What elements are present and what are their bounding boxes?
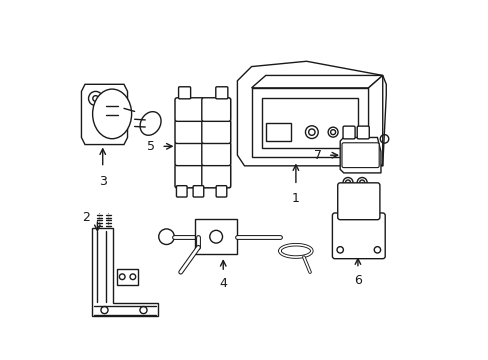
FancyBboxPatch shape xyxy=(176,186,187,197)
Circle shape xyxy=(343,177,352,188)
Circle shape xyxy=(305,126,318,139)
Text: 3: 3 xyxy=(99,175,106,188)
Polygon shape xyxy=(265,123,290,141)
FancyBboxPatch shape xyxy=(202,142,230,166)
FancyBboxPatch shape xyxy=(175,164,203,188)
Text: 4: 4 xyxy=(219,278,227,291)
Polygon shape xyxy=(340,138,380,173)
Polygon shape xyxy=(195,219,237,255)
Polygon shape xyxy=(251,76,382,88)
Polygon shape xyxy=(237,61,386,166)
FancyBboxPatch shape xyxy=(202,98,230,121)
Circle shape xyxy=(356,177,366,188)
Text: 7: 7 xyxy=(314,149,322,162)
Ellipse shape xyxy=(92,89,131,139)
FancyBboxPatch shape xyxy=(337,183,379,220)
FancyBboxPatch shape xyxy=(175,120,203,144)
Text: 2: 2 xyxy=(82,211,90,224)
FancyBboxPatch shape xyxy=(332,213,385,259)
FancyBboxPatch shape xyxy=(356,126,368,139)
Ellipse shape xyxy=(140,112,161,135)
FancyBboxPatch shape xyxy=(193,186,203,197)
Text: 6: 6 xyxy=(353,274,361,287)
FancyBboxPatch shape xyxy=(343,126,354,139)
FancyBboxPatch shape xyxy=(202,164,230,188)
Polygon shape xyxy=(368,76,382,166)
Text: 1: 1 xyxy=(291,192,299,206)
Polygon shape xyxy=(92,228,157,316)
Circle shape xyxy=(159,229,174,244)
FancyBboxPatch shape xyxy=(215,87,227,99)
FancyBboxPatch shape xyxy=(216,186,226,197)
FancyBboxPatch shape xyxy=(178,87,190,99)
Text: 5: 5 xyxy=(147,140,155,153)
FancyBboxPatch shape xyxy=(175,98,203,121)
Polygon shape xyxy=(251,88,368,157)
Polygon shape xyxy=(175,99,230,187)
Polygon shape xyxy=(81,84,127,145)
FancyBboxPatch shape xyxy=(202,120,230,144)
Circle shape xyxy=(327,127,337,137)
FancyBboxPatch shape xyxy=(175,142,203,166)
FancyBboxPatch shape xyxy=(341,143,378,168)
